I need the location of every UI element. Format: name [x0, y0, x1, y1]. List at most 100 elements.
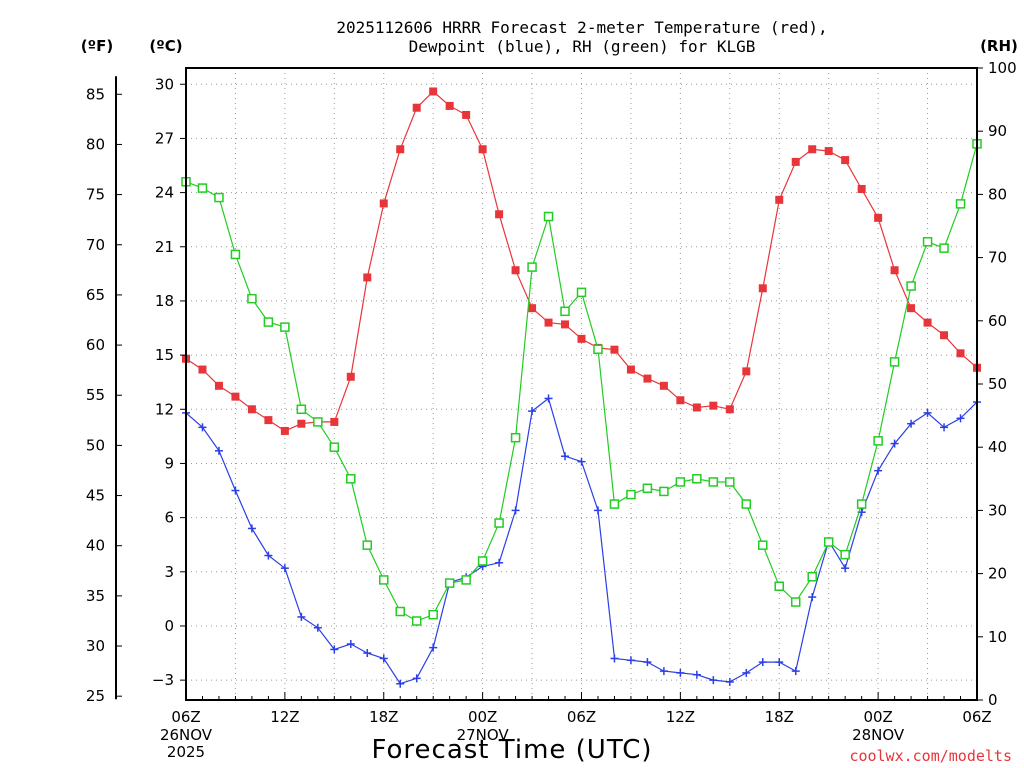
temperature-point	[709, 401, 718, 410]
temperature-point	[561, 320, 570, 329]
series-temperature	[182, 87, 981, 435]
dewpoint-point	[297, 612, 306, 621]
temperature-point	[577, 334, 586, 343]
rh-point	[692, 474, 702, 484]
rh-point	[494, 518, 504, 528]
temperature-point	[346, 372, 355, 381]
temperature-point	[379, 199, 388, 208]
rh-tick-label: 80	[988, 185, 1007, 203]
dewpoint-point	[577, 457, 586, 466]
rh-tick-label: 20	[988, 565, 1007, 583]
temperature-point	[495, 210, 504, 219]
rh-point	[774, 581, 784, 591]
dewpoint-point	[528, 407, 537, 416]
celsius-tick-label: 12	[155, 400, 174, 418]
rh-point	[263, 317, 274, 327]
unit-label-fahrenheit: (ºF)	[81, 37, 113, 55]
rh-point	[939, 243, 949, 253]
dewpoint-point	[610, 654, 619, 663]
rh-point	[362, 540, 373, 550]
x-tick-label: 00Z	[468, 708, 497, 726]
rh-point	[840, 549, 850, 560]
rh-point	[758, 540, 768, 550]
rh-tick-label: 70	[988, 249, 1007, 267]
x-tick-label: 12Z	[270, 708, 299, 726]
dewpoint-point	[231, 486, 240, 495]
chart-title-line2: Dewpoint (blue), RH (green) for KLGB	[409, 37, 756, 56]
dewpoint-point	[561, 452, 570, 461]
fahrenheit-tick-label: 35	[86, 587, 105, 605]
temperature-point	[610, 345, 619, 354]
unit-label-rh: (RH)	[980, 37, 1018, 55]
fahrenheit-tick-label: 45	[86, 487, 105, 505]
dewpoint-point	[709, 676, 718, 685]
dewpoint-point	[791, 667, 800, 676]
celsius-tick-label: 9	[164, 454, 174, 472]
rh-point	[527, 262, 537, 272]
dewpoint-point	[313, 623, 322, 632]
temperature-point	[231, 392, 240, 401]
dewpoint-point	[890, 439, 899, 448]
temperature-point	[940, 331, 949, 340]
rh-tick-label: 30	[988, 501, 1007, 519]
temperature-point	[264, 416, 273, 425]
temperature-point	[890, 266, 899, 275]
temperature-point	[544, 318, 553, 327]
fahrenheit-tick-label: 80	[86, 135, 105, 153]
dewpoint-point	[775, 658, 784, 667]
celsius-tick-label: 0	[164, 617, 174, 635]
temperature-point	[643, 374, 652, 383]
celsius-tick-label: 3	[164, 563, 174, 581]
dewpoint-line	[185, 397, 978, 685]
dewpoint-point	[940, 423, 949, 432]
rh-point	[856, 499, 867, 509]
credit-label: coolwx.com/modelts	[849, 747, 1012, 765]
dewpoint-point	[412, 674, 421, 683]
temperature-point	[297, 419, 306, 428]
dewpoint-point	[280, 564, 289, 573]
celsius-tick-label: 21	[155, 238, 174, 256]
temperature-point	[857, 184, 866, 193]
date-label: 28NOV	[852, 726, 905, 744]
rh-point	[576, 287, 587, 298]
rh-point	[955, 199, 966, 209]
dewpoint-point	[758, 658, 767, 667]
dewpoint-point	[593, 506, 602, 515]
dewpoint-point	[742, 668, 751, 677]
celsius-tick-label: −3	[152, 671, 174, 689]
fahrenheit-tick-label: 55	[86, 386, 105, 404]
fahrenheit-tick-label: 25	[86, 687, 105, 705]
temperature-point	[742, 367, 751, 376]
axes: −3 0 3 6 9 12 15 18 21 24 27 30 25 30 35 40 45 50 55 60 65 70…	[86, 59, 1017, 761]
temperature-point	[659, 381, 668, 390]
rh-point	[395, 606, 405, 617]
date-label: 27NOV	[457, 726, 510, 744]
celsius-tick-label: 18	[155, 292, 174, 310]
rh-tick-label: 90	[988, 122, 1007, 140]
temperature-point	[923, 318, 932, 327]
year-label: 2025	[167, 743, 205, 761]
dewpoint-point	[495, 558, 504, 567]
temperature-point	[725, 405, 734, 414]
temperature-point	[528, 304, 537, 313]
rh-point	[214, 192, 224, 203]
rh-point	[790, 597, 801, 607]
fahrenheit-tick-label: 30	[86, 637, 105, 655]
rh-tick-label: 60	[988, 312, 1007, 330]
temperature-point	[956, 349, 965, 358]
dewpoint-point	[923, 408, 932, 417]
rh-tick-label: 0	[988, 691, 998, 709]
temperature-point	[280, 426, 289, 435]
temperature-point	[626, 365, 635, 374]
dewpoint-point	[346, 640, 355, 649]
rh-point	[444, 578, 455, 588]
dewpoint-point	[956, 414, 965, 423]
rh-tick-label: 10	[988, 628, 1007, 646]
celsius-tick-label: 15	[155, 346, 174, 364]
temperature-point	[874, 213, 883, 222]
rh-point	[889, 357, 900, 367]
rh-point	[543, 211, 554, 222]
dewpoint-point	[198, 423, 207, 432]
dewpoint-point	[907, 419, 916, 428]
rh-tick-label: 50	[988, 375, 1007, 393]
